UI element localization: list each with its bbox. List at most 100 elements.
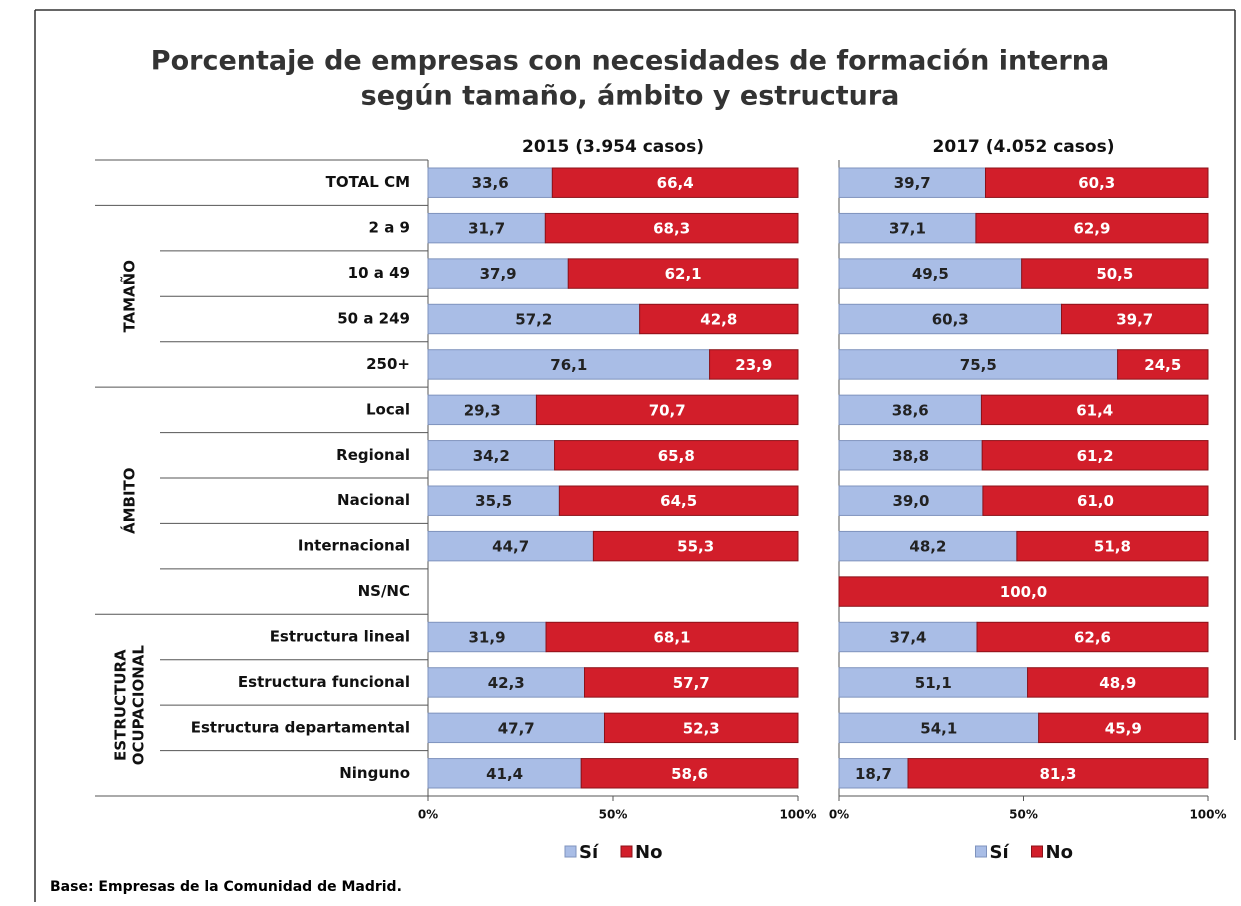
value-label: 54,1 (920, 719, 957, 737)
value-label: 38,6 (892, 401, 929, 419)
bar-segment (1016, 530, 1209, 562)
value-label: 51,1 (915, 674, 952, 692)
value-label: 48,9 (1099, 674, 1136, 692)
value-label: 64,5 (660, 492, 697, 510)
bar-segment (427, 394, 537, 426)
bar-segment (567, 258, 799, 289)
bar-segment (1038, 712, 1209, 744)
title-line: Porcentaje de empresas con necesidades d… (151, 46, 1109, 77)
bar-segment (838, 621, 978, 653)
bar-segment (1061, 303, 1209, 335)
bar-segment (554, 440, 799, 471)
bar-segment (838, 758, 909, 789)
bar-segment (545, 621, 799, 653)
bar-segment (584, 667, 799, 698)
bar-segment (427, 303, 641, 335)
group-label: OCUPACIONAL (130, 645, 148, 766)
bar-segment (838, 712, 1040, 744)
category-label: Local (366, 400, 410, 418)
value-label: 35,5 (475, 492, 512, 510)
value-label: 60,3 (932, 311, 969, 329)
value-label: 68,1 (654, 629, 691, 647)
value-label: 66,4 (657, 174, 694, 192)
category-label: TOTAL CM (326, 173, 410, 191)
bar-segment (427, 440, 556, 471)
bar-segment (427, 667, 586, 698)
value-label: 29,3 (464, 401, 501, 419)
bar-segment (427, 530, 594, 562)
value-label: 47,7 (498, 719, 535, 737)
category-label: 2 a 9 (369, 219, 410, 237)
bar-segment (427, 349, 711, 380)
x-tick-label: 0% (418, 808, 438, 822)
bar-segment (603, 712, 799, 744)
category-label: 10 a 49 (348, 264, 410, 282)
x-tick-label: 50% (1009, 808, 1038, 822)
bar-segment (838, 303, 1063, 335)
x-tick-label: 100% (1189, 808, 1226, 822)
x-tick-label: 100% (779, 808, 816, 822)
value-label: 39,7 (894, 174, 931, 192)
value-label: 68,3 (653, 220, 690, 238)
bar-segment (427, 485, 560, 516)
legend-label: No (635, 842, 662, 863)
value-label: 48,2 (909, 538, 946, 556)
value-label: 41,4 (486, 765, 523, 783)
bar-segment (427, 212, 546, 244)
value-label: 58,6 (671, 765, 708, 783)
bar-segment (1027, 667, 1209, 698)
value-label: 100,0 (1000, 583, 1047, 601)
value-label: 45,9 (1105, 719, 1142, 737)
value-label: 60,3 (1078, 174, 1115, 192)
group-label: TAMAÑO (120, 260, 139, 333)
value-label: 38,8 (892, 447, 929, 465)
legend-label: Sí (990, 842, 1010, 863)
bar-segment (427, 258, 569, 289)
category-label: Estructura departamental (191, 718, 410, 736)
value-label: 23,9 (735, 356, 772, 374)
value-label: 42,8 (700, 311, 737, 329)
bar-segment (639, 303, 799, 335)
category-label: Internacional (298, 537, 410, 555)
bar-segment (427, 712, 605, 744)
bar-segment (592, 530, 799, 562)
value-label: 81,3 (1039, 765, 1076, 783)
legend-swatch (620, 845, 633, 858)
bar-segment (907, 758, 1209, 789)
bar-segment (1021, 258, 1209, 289)
legend-swatch (1031, 845, 1043, 858)
value-label: 31,9 (469, 629, 506, 647)
value-label: 39,0 (892, 492, 929, 510)
value-label: 34,2 (473, 447, 510, 465)
value-label: 75,5 (960, 356, 997, 374)
value-label: 65,8 (658, 447, 695, 465)
value-label: 33,6 (472, 174, 509, 192)
bar-segment (975, 212, 1209, 244)
bar-segment (981, 440, 1209, 471)
value-label: 37,9 (480, 265, 517, 283)
category-label: Estructura lineal (270, 628, 410, 646)
category-label: Regional (336, 446, 410, 464)
bar-segment (982, 485, 1209, 516)
x-tick-label: 0% (829, 808, 849, 822)
value-label: 24,5 (1144, 356, 1181, 374)
legend-label: No (1046, 842, 1073, 863)
bar-segment (838, 667, 1029, 698)
category-label: NS/NC (358, 582, 410, 600)
chart-subtitle: 2015 (3.954 casos) (522, 137, 704, 157)
value-label: 61,2 (1077, 447, 1114, 465)
value-label: 18,7 (855, 765, 892, 783)
bar-segment (838, 167, 986, 198)
bar-segment (427, 758, 582, 789)
bar-segment (427, 167, 553, 198)
value-label: 62,1 (665, 265, 702, 283)
bar-segment (984, 167, 1209, 198)
bar-segment (838, 576, 1209, 607)
bar-segment (838, 349, 1119, 380)
value-label: 76,1 (550, 356, 587, 374)
category-label: 50 a 249 (337, 310, 410, 328)
value-label: 55,3 (677, 538, 714, 556)
legend-label: Sí (579, 842, 599, 863)
bar-segment (551, 167, 799, 198)
